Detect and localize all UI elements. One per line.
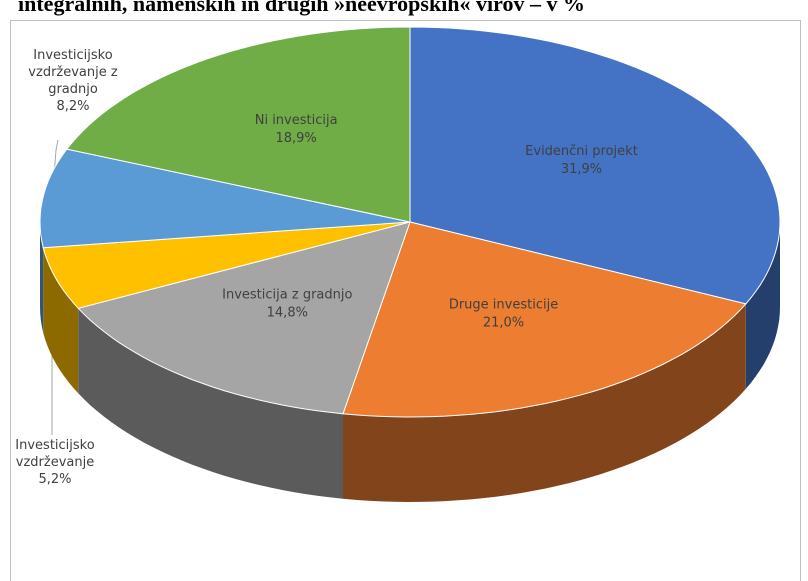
slice-value: 31,9%: [561, 162, 602, 177]
slice-name: Druge investicije: [449, 297, 558, 312]
slice-side: [43, 247, 79, 394]
slice-label: Investicijsko vzdrževanje z gradnjo 8,2%: [14, 47, 132, 115]
slice: [409, 26, 781, 305]
slice-value: 21,0%: [483, 315, 524, 330]
slice-name: Ni investicija: [255, 113, 338, 128]
slice: [77, 221, 411, 415]
slice-name: Investicijsko vzdrževanje: [15, 438, 95, 470]
slice: [342, 221, 747, 418]
slice-value: 5,2%: [38, 472, 72, 487]
slice: [65, 26, 411, 223]
slice-value: 8,2%: [56, 99, 90, 114]
slice: [39, 148, 411, 249]
slice-name: Investicijsko vzdrževanje z gradnjo: [28, 48, 118, 97]
slice-value: 18,9%: [275, 131, 316, 146]
slice-side: [40, 222, 44, 333]
slice-side: [343, 303, 746, 502]
slice: [42, 221, 411, 309]
pie: Evidenčni projekt 31,9% Druge investicije 2…: [39, 26, 781, 502]
chart-title: integralnih, namenskih in drugih »neevro…: [18, 0, 585, 16]
slice-side: [78, 308, 343, 499]
chart-frame: [10, 20, 801, 581]
slice-name: Evidenčni projekt: [525, 144, 638, 159]
slice-name: Investicija z gradnjo: [222, 288, 352, 303]
slice-value: 14,8%: [267, 306, 308, 321]
slice-label: Investicijsko vzdrževanje 5,2%: [10, 437, 100, 488]
